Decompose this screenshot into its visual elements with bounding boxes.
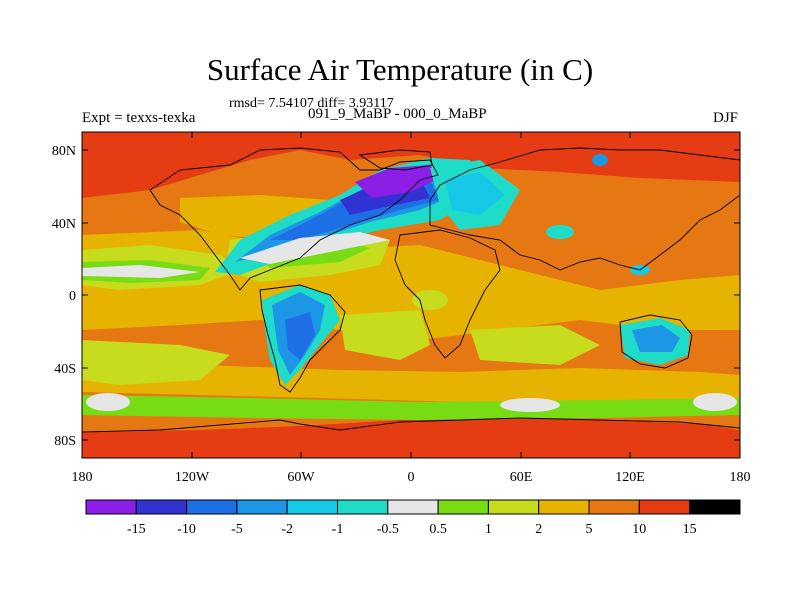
colorbar-label: 2 bbox=[535, 522, 542, 537]
coastline-antarctica bbox=[82, 417, 740, 433]
asia-patch-blue bbox=[592, 154, 608, 166]
south-pacific-white bbox=[86, 393, 130, 411]
colorbar-label: -2 bbox=[281, 522, 293, 537]
south-america-midblue bbox=[285, 312, 315, 360]
coastlines bbox=[82, 147, 740, 433]
axis-ticks bbox=[81, 132, 741, 458]
lon-label: 180 bbox=[72, 470, 93, 485]
lon-label: 120E bbox=[615, 470, 645, 485]
colorbar-box bbox=[236, 499, 288, 515]
lon-label: 0 bbox=[408, 470, 415, 485]
coastline-greenland bbox=[358, 149, 433, 171]
south-atlantic-lime bbox=[340, 310, 430, 360]
colorbar-label: 10 bbox=[632, 522, 646, 537]
lat-label: 80S bbox=[54, 434, 76, 449]
lon-labels: 180 120W 60W 0 60E 120E 180 bbox=[72, 470, 751, 485]
europe-lightblue bbox=[445, 172, 505, 215]
lat-label: 40S bbox=[54, 362, 76, 377]
stats-text: rmsd= 7.54107 diff= 3.93117 bbox=[229, 96, 394, 111]
colorbar-labels: -15 -10 -5 -2 -1 -0.5 0.5 1 2 5 10 15 bbox=[127, 522, 697, 537]
lon-label: 180 bbox=[730, 470, 751, 485]
colorbar-label: -1 bbox=[332, 522, 344, 537]
coastline-africa bbox=[394, 229, 501, 359]
southern-green-band bbox=[82, 395, 740, 420]
lon-label: 60E bbox=[510, 470, 533, 485]
southern-ocean-gold bbox=[82, 360, 740, 402]
africa-patch-gold bbox=[450, 276, 490, 304]
arctic-white-patch bbox=[240, 232, 390, 264]
coastline-south-america bbox=[259, 284, 346, 393]
colorbar-box bbox=[689, 499, 741, 515]
africa-patch-lime bbox=[412, 290, 448, 310]
colorbar-box bbox=[437, 499, 489, 515]
lon-label: 60W bbox=[287, 470, 315, 485]
colorbar-box bbox=[135, 499, 188, 515]
coastline-north-america bbox=[149, 147, 439, 291]
indian-ocean-lime bbox=[470, 325, 600, 365]
colorbar-label: -0.5 bbox=[377, 522, 399, 537]
lat-label: 0 bbox=[69, 289, 76, 304]
colorbar-label: -10 bbox=[177, 522, 196, 537]
indian-ocean-white bbox=[500, 398, 560, 412]
north-america-purple bbox=[355, 165, 440, 198]
colorbar-label: 15 bbox=[683, 522, 697, 537]
australia-blue bbox=[632, 325, 680, 352]
colorbar-box bbox=[85, 499, 137, 515]
coastline-eurasia bbox=[429, 147, 740, 271]
colorbar-label: -15 bbox=[127, 522, 146, 537]
colorbar-box bbox=[337, 499, 389, 515]
antarctic-warm-band bbox=[82, 418, 740, 458]
subtitle: 091_9_MaBP - 000_0_MaBP bbox=[308, 106, 487, 122]
coastline-australia bbox=[619, 314, 693, 369]
lon-label: 120W bbox=[175, 470, 210, 485]
experiment-label: Expt = texxs-texka bbox=[82, 110, 196, 126]
colorbar-box bbox=[638, 499, 691, 515]
asia-patch-cyan bbox=[546, 225, 574, 239]
colorbar bbox=[85, 499, 741, 515]
colorbar-box bbox=[487, 499, 540, 515]
temperature-field bbox=[82, 132, 740, 458]
colorbar-box bbox=[538, 499, 590, 515]
pacific-white-tongue bbox=[82, 265, 200, 278]
colorbar-box bbox=[286, 499, 339, 515]
colorbar-label: 0.5 bbox=[429, 522, 447, 537]
colorbar-label: -5 bbox=[231, 522, 243, 537]
lat-labels: 80N 40N 0 40S 80S bbox=[52, 144, 76, 449]
south-pacific-lime bbox=[82, 340, 230, 385]
lat-label: 40N bbox=[52, 217, 76, 232]
colorbar-box bbox=[588, 499, 640, 515]
southern-ocean-white bbox=[693, 393, 737, 411]
lat-label: 80N bbox=[52, 144, 76, 159]
colorbar-label: 1 bbox=[485, 522, 492, 537]
plot-title: Surface Air Temperature (in C) bbox=[206, 52, 594, 87]
colorbar-box bbox=[186, 499, 238, 515]
colorbar-box bbox=[387, 499, 439, 515]
season-label: DJF bbox=[712, 110, 738, 126]
colorbar-label: 5 bbox=[586, 522, 593, 537]
